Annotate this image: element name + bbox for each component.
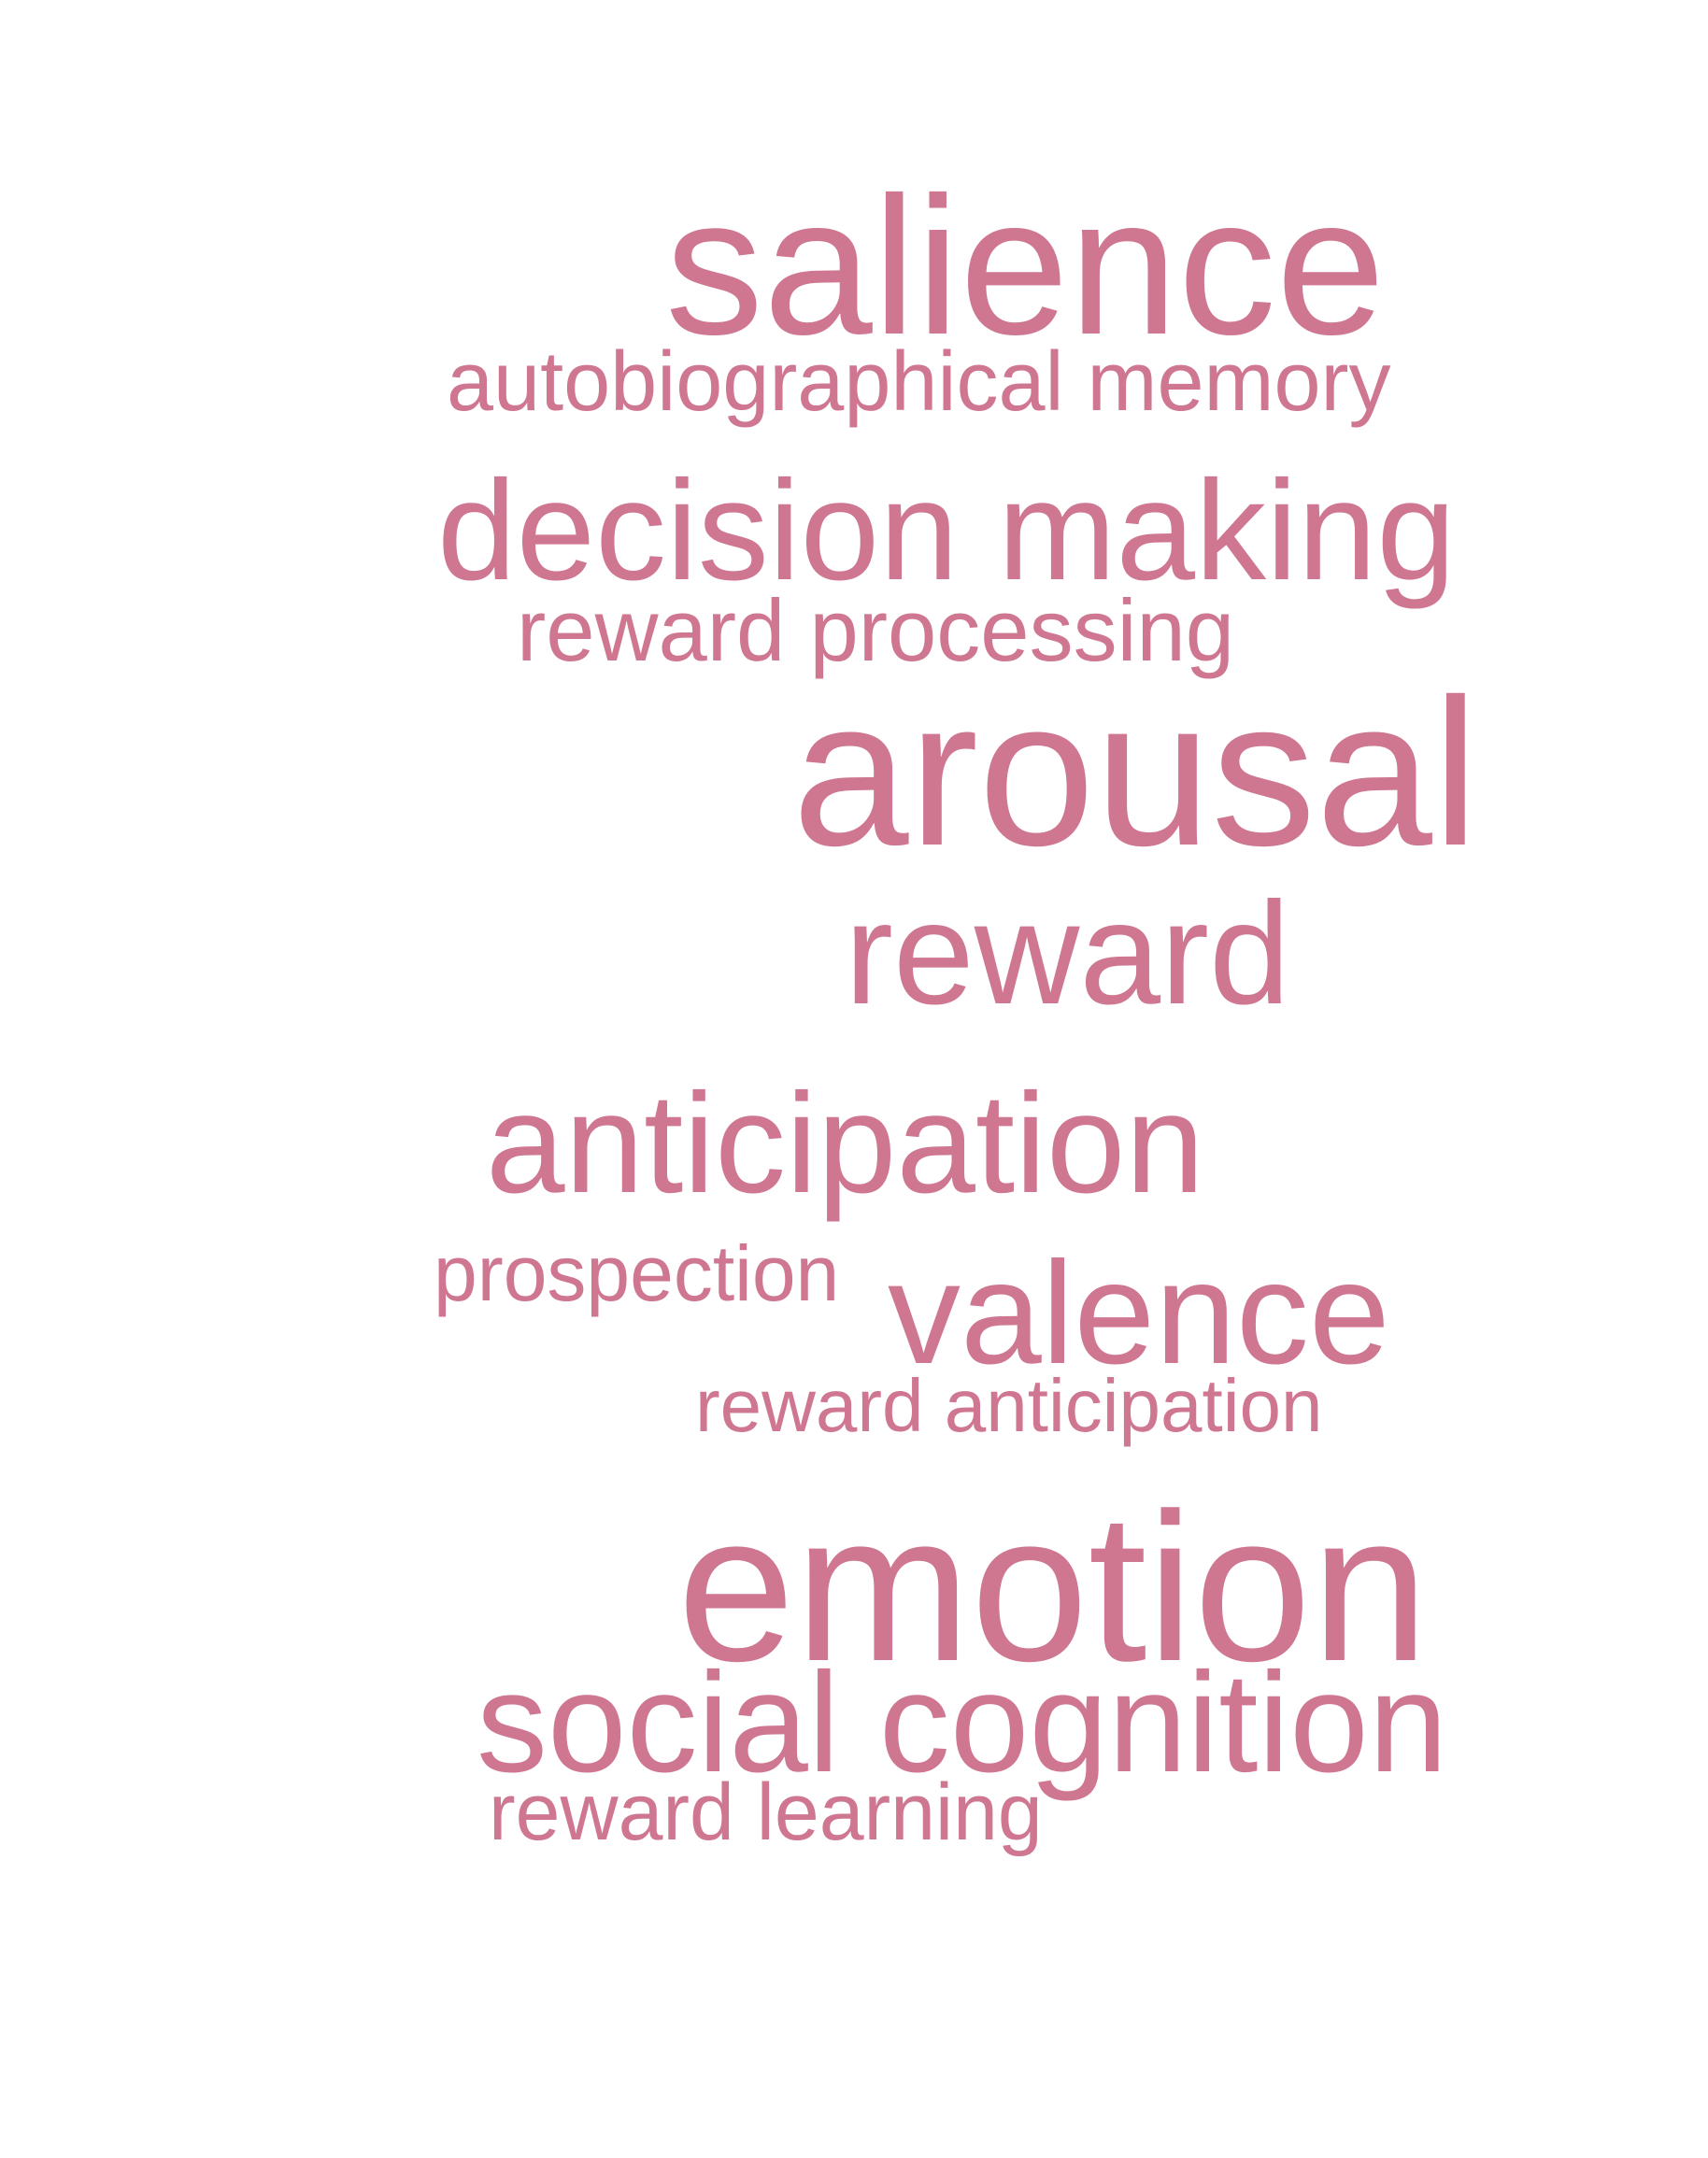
- term-autobiographical-memory: autobiographical memory: [447, 335, 1391, 429]
- term-salience: salience: [665, 156, 1386, 376]
- term-valence: valence: [888, 1232, 1390, 1395]
- term-reward-learning: reward learning: [489, 1768, 1043, 1857]
- term-anticipation: anticipation: [486, 1064, 1204, 1223]
- term-prospection: prospection: [434, 1229, 840, 1317]
- term-reward-processing: reward processing: [517, 581, 1235, 679]
- term-social-cognition: social cognition: [477, 1643, 1448, 1802]
- term-emotion: emotion: [677, 1469, 1430, 1705]
- term-reward-anticipation: reward anticipation: [695, 1364, 1323, 1447]
- term-arousal: arousal: [792, 656, 1479, 889]
- term-decision-making: decision making: [437, 451, 1456, 610]
- term-reward: reward: [845, 873, 1290, 1035]
